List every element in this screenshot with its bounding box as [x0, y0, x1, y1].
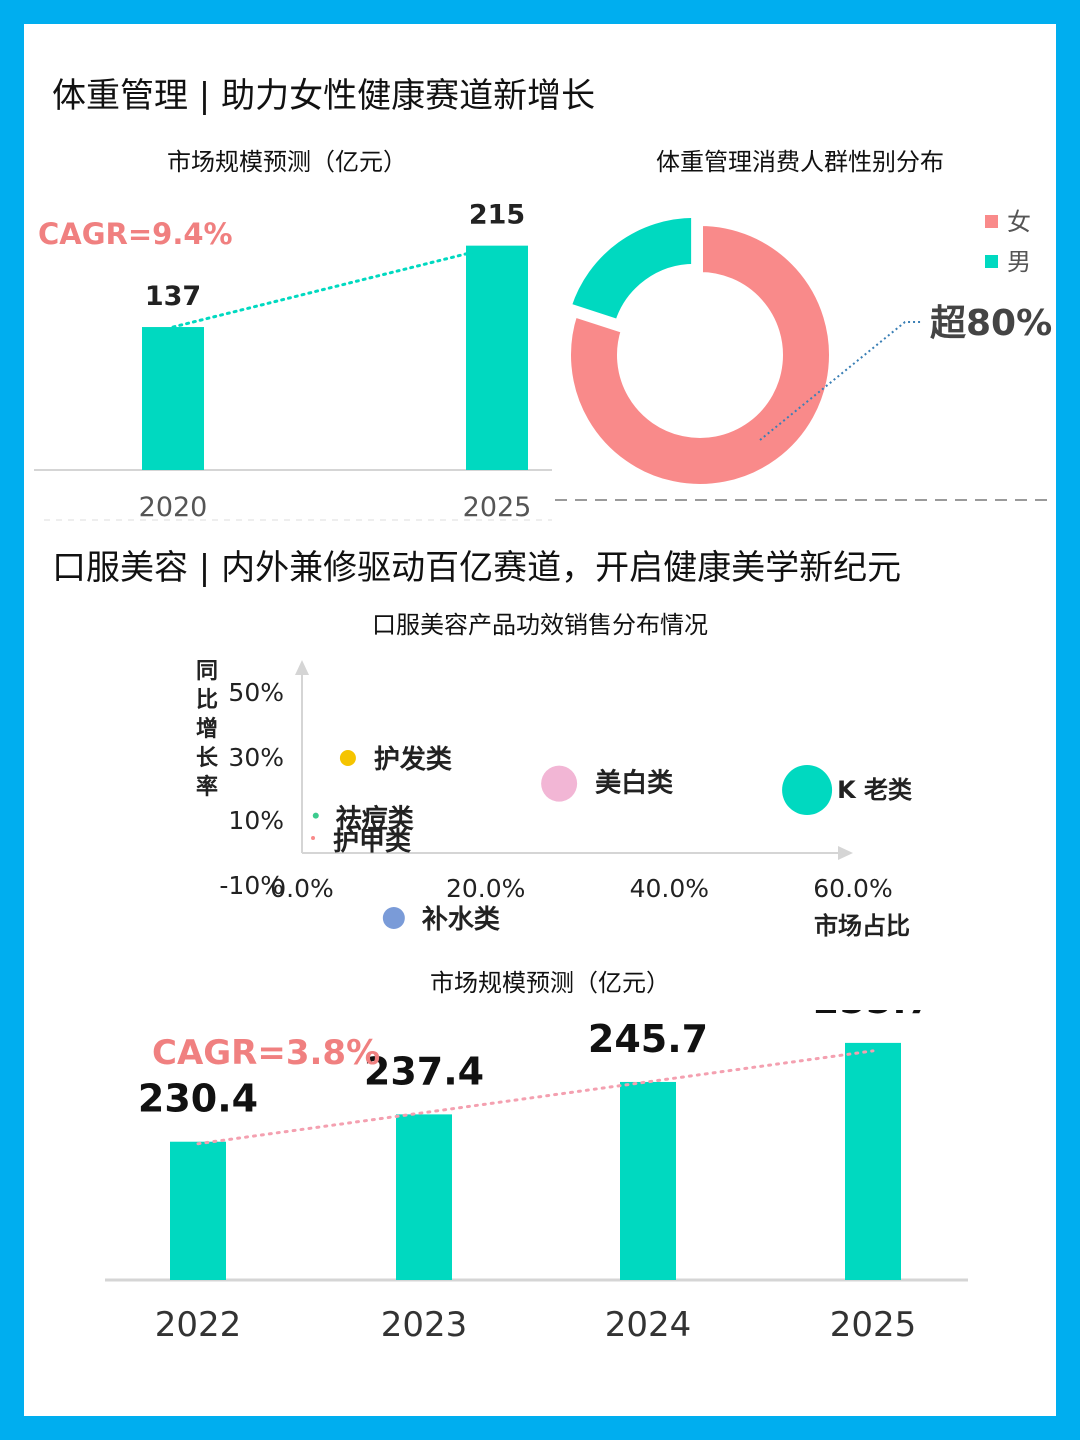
tick-label-2023: 2023	[381, 1305, 468, 1345]
point-护甲类	[311, 836, 316, 840]
data-label-2023: 237.4	[364, 1049, 484, 1093]
point-补水类	[382, 907, 405, 929]
bar-2024	[620, 1081, 676, 1280]
data-label-2022: 230.4	[138, 1077, 258, 1121]
bar-2023	[396, 1114, 452, 1280]
x-tick-20.0%: 20.0%	[446, 874, 525, 903]
tick-label-2022: 2022	[155, 1305, 242, 1345]
x-tick-60.0%: 60.0%	[813, 874, 892, 903]
point-护发类	[339, 750, 356, 766]
x-axis-label: 市场占比	[814, 912, 910, 940]
tick-label-2024: 2024	[605, 1305, 692, 1345]
point-label-美白类: 美白类	[595, 768, 673, 799]
bar-2025	[466, 245, 528, 470]
tick-label-2025: 2025	[463, 492, 532, 523]
section-weight-title: 体重管理 | 助力女性健康赛道新增长	[52, 76, 596, 116]
bar-2025	[845, 1042, 901, 1280]
trend-line	[196, 1049, 875, 1146]
section-beauty-title: 口服美容 | 内外兼修驱动百亿赛道，开启健康美学新纪元	[52, 548, 902, 588]
data-label-2025: 215	[469, 200, 525, 231]
data-label-2024: 245.7	[588, 1017, 708, 1061]
point-美白类	[541, 765, 578, 802]
callout-leader-line	[759, 321, 923, 441]
y-axis-label: 同比增长率	[196, 659, 219, 800]
weight-market-bar-chart: 137 2020 215 2025 CAGR=9.4%	[34, 200, 552, 523]
x-tick-0.0%: 0.0%	[270, 874, 334, 903]
point-K 老类	[782, 765, 833, 815]
tick-label-2020: 2020	[139, 492, 208, 523]
point-祛痘类	[312, 812, 319, 819]
tick-label-2025: 2025	[830, 1305, 917, 1345]
trend-line	[171, 250, 477, 329]
data-label-2020: 137	[145, 281, 201, 312]
point-label-护发类: 护发类	[374, 744, 452, 775]
y-tick-10%: 10%	[228, 806, 284, 835]
cagr-annotation: CAGR=3.8%	[152, 1033, 380, 1073]
chart3-title: 口服美容产品功效销售分布情况	[372, 611, 708, 639]
chart2-title: 体重管理消费人群性别分布	[656, 148, 944, 176]
point-label-补水类: 补水类	[422, 905, 500, 935]
y-axis-arrow	[295, 660, 309, 675]
point-label-护甲类: 护甲类	[333, 827, 411, 857]
chart1-title: 市场规模预测（亿元）	[167, 148, 407, 176]
bar-2020	[142, 327, 204, 470]
y-tick-50%: 50%	[228, 678, 284, 707]
y-tick--10%: -10%	[219, 871, 284, 900]
legend-swatch-女	[985, 215, 998, 228]
beauty-efficacy-bubble-chart: -10% 10% 30% 50% 0.0% 20.0% 40.0% 60.0% 同比增长率市场占…	[196, 659, 913, 940]
bar-2022	[170, 1141, 226, 1280]
donut-slice-女	[565, 219, 835, 490]
y-tick-30%: 30%	[228, 743, 284, 772]
point-label-祛痘类: 祛痘类	[336, 804, 414, 835]
beauty-market-bar-chart: 230.4 2022 237.4 2023 245.7 2024 255.7 2025 CAGR…	[105, 1010, 968, 1345]
x-tick-40.0%: 40.0%	[630, 874, 709, 903]
data-label-2025: 255.7	[813, 1010, 933, 1022]
chart4-title: 市场规模预测（亿元）	[430, 969, 670, 997]
point-label-K 老类: K 老类	[837, 776, 913, 804]
legend-label-男: 男	[1007, 248, 1031, 276]
callout-label: 超80%	[930, 303, 1052, 344]
legend-swatch-男	[985, 255, 998, 268]
legend-label-女: 女	[1007, 208, 1031, 236]
cagr-annotation: CAGR=9.4%	[38, 217, 233, 251]
x-axis-arrow	[838, 846, 853, 860]
donut-slice-男	[564, 211, 698, 326]
